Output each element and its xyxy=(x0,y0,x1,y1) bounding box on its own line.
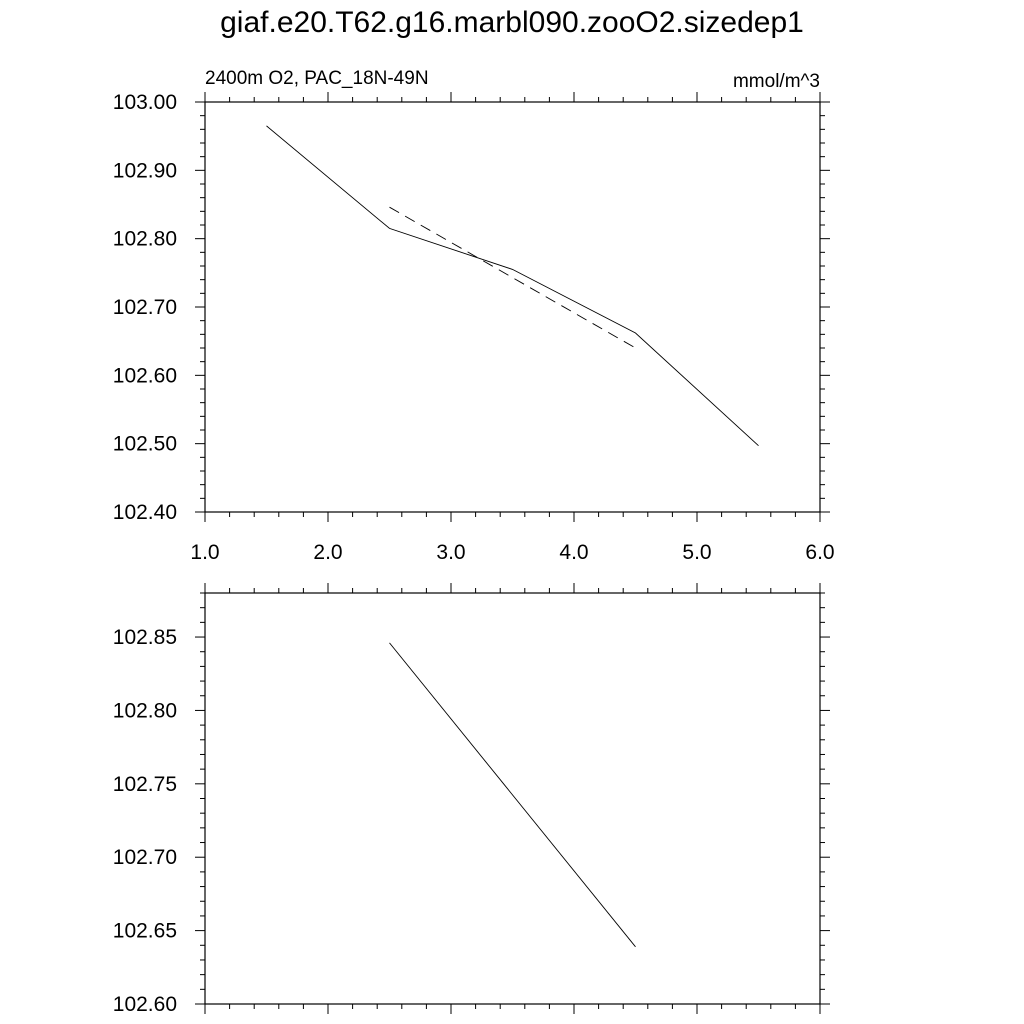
x-tick-label: 1.0 xyxy=(190,541,219,564)
x-tick-label: 2.0 xyxy=(313,541,342,564)
bottom-panel: 102.60 102.65 102.70 102.75 102.80 102.85 xyxy=(113,583,830,1016)
y-tick-label: 102.50 xyxy=(113,433,177,456)
units-label: mmol/m^3 xyxy=(733,71,820,92)
y-tick-label: 102.80 xyxy=(113,228,177,251)
left-subtitle: 2400m O2, PAC_18N-49N xyxy=(205,68,429,89)
y-tick-label: 102.70 xyxy=(113,846,177,869)
y-tick-label: 102.60 xyxy=(113,364,177,387)
y-tick-label: 103.00 xyxy=(113,91,177,114)
y-tick-label: 102.80 xyxy=(113,699,177,722)
y-tick-label: 102.85 xyxy=(113,626,177,649)
y-tick-label: 102.40 xyxy=(113,501,177,524)
dashed-series-line xyxy=(389,206,636,349)
y-tick-label: 102.70 xyxy=(113,296,177,319)
y-tick-label: 102.60 xyxy=(113,993,177,1016)
x-tick-label: 6.0 xyxy=(805,541,834,564)
plot-frame xyxy=(204,101,821,513)
y-tick-label: 102.75 xyxy=(113,773,177,796)
x-tick-label: 5.0 xyxy=(682,541,711,564)
chart-title: giaf.e20.T62.g16.marbl090.zooO2.sizedep1 xyxy=(220,6,804,39)
y-tick-label: 102.90 xyxy=(113,159,177,182)
top-panel: 1.0 2.0 3.0 4.0 5.0 6.0 102.40 102.50 102.60 102.… xyxy=(113,68,835,564)
solid-series-line xyxy=(266,125,759,447)
x-tick-label: 3.0 xyxy=(436,541,465,564)
y-tick-label: 102.65 xyxy=(113,920,177,943)
solid-series-line xyxy=(389,642,636,948)
plot-frame xyxy=(204,592,821,1005)
x-tick-label: 4.0 xyxy=(559,541,588,564)
